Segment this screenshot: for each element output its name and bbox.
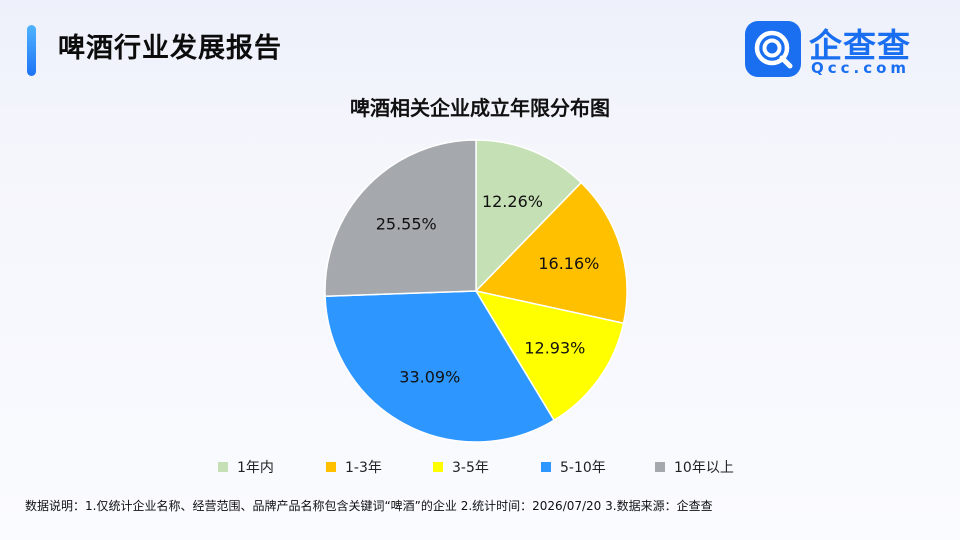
legend-swatch [541, 462, 551, 472]
report-title: 啤酒行业发展报告 [58, 33, 282, 64]
legend-label: 5-10年 [560, 460, 606, 476]
pie-data-label: 12.26% [482, 192, 543, 211]
pie-slice-2 [474, 181, 628, 325]
legend-label: 1年内 [237, 460, 274, 476]
pie-slice-4 [324, 290, 556, 443]
pie-data-label: 12.93% [524, 338, 585, 357]
footnote: 数据说明：1.仅统计企业名称、经营范围、品牌产品名称包含关键词“啤酒”的企业 2… [25, 499, 713, 513]
title-accent-bar [27, 25, 36, 76]
legend-item: 1年内 [218, 457, 274, 477]
logo-domain: Qcc.com [811, 59, 911, 77]
legend-label: 10年以上 [674, 460, 734, 476]
pie-slice-3 [474, 289, 625, 422]
chart-legend: 1年内 1-3年 3-5年 5-10年 10年以上 [0, 457, 960, 479]
pie-slice-5 [324, 139, 477, 298]
legend-item: 3-5年 [433, 457, 489, 477]
qcc-magnifier-icon [745, 21, 801, 77]
pie-slice-1 [475, 139, 583, 293]
legend-item: 5-10年 [541, 457, 606, 477]
qcc-logo: 企查查 Qcc.com [745, 21, 935, 81]
pie-data-label: 16.16% [538, 254, 599, 273]
legend-swatch [218, 462, 228, 472]
legend-swatch [655, 462, 665, 472]
pie-data-label: 25.55% [376, 215, 437, 234]
legend-label: 1-3年 [345, 460, 382, 476]
logo-text: 企查查 [809, 26, 911, 65]
legend-label: 3-5年 [452, 460, 489, 476]
chart-title: 啤酒相关企业成立年限分布图 [350, 96, 610, 120]
legend-swatch [326, 462, 336, 472]
legend-swatch [433, 462, 443, 472]
legend-item: 1-3年 [326, 457, 382, 477]
pie-data-label: 33.09% [399, 367, 460, 386]
legend-item: 10年以上 [655, 457, 734, 477]
